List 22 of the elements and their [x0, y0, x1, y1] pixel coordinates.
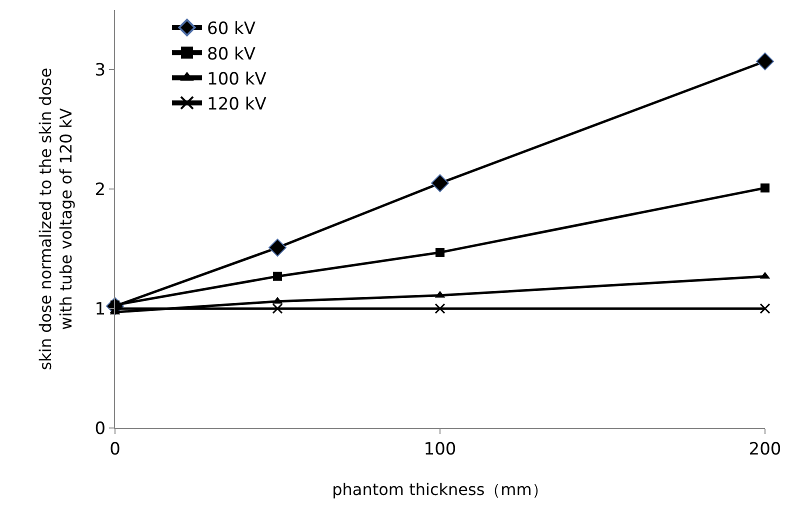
point	[434, 303, 446, 314]
x-tick-label: 200	[748, 439, 782, 460]
point	[431, 174, 449, 192]
point	[760, 183, 770, 192]
point	[760, 303, 770, 314]
point	[436, 248, 444, 257]
point	[268, 238, 286, 257]
legend-label: 60 kV	[207, 19, 256, 40]
y-tick-label: 2	[94, 180, 106, 200]
x-tick-label: 0	[110, 439, 120, 460]
point	[756, 52, 774, 70]
point	[272, 303, 283, 314]
y-tick-label: 1	[94, 300, 106, 320]
x-tick-label: 100	[424, 439, 456, 460]
x-axis-title: phantom thickness（mm）	[332, 480, 548, 500]
legend-label: 80 kV	[207, 44, 256, 64]
y-tick-label: 3	[94, 60, 106, 81]
legend-label: 100 kV	[207, 69, 267, 90]
y-tick-label: 0	[94, 418, 106, 439]
point	[273, 272, 282, 281]
legend-label: 120 kV	[207, 94, 267, 114]
y-axis-title: skin dose normalized to the skin dose with tube voltage of 120 kV	[36, 68, 76, 370]
